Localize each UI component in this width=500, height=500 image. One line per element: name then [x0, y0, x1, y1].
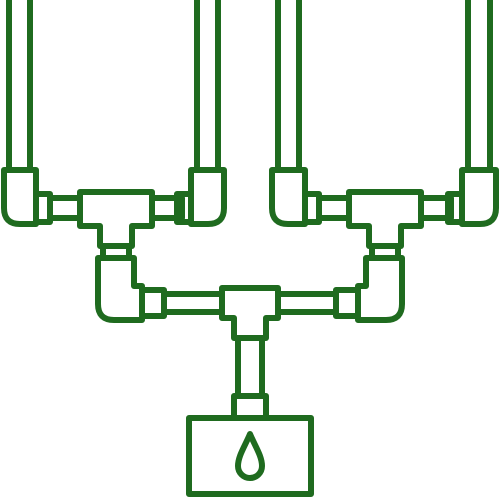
left-inner-elbow	[188, 167, 227, 227]
right-pipe-pair-inner	[275, 0, 302, 170]
right-pipe-pair-outer	[465, 0, 493, 170]
left-pipe-pair-outer	[6, 0, 33, 170]
center-tee	[219, 285, 281, 341]
left-horizontal-run	[33, 191, 194, 225]
water-tank	[186, 415, 314, 497]
main-riser	[231, 335, 269, 421]
right-outer-elbow	[459, 167, 499, 227]
right-lower-elbow	[355, 255, 405, 323]
left-outer-elbow	[1, 167, 39, 227]
right-horizontal-run	[302, 191, 465, 225]
left-tee	[77, 189, 155, 249]
left-lower-elbow	[95, 255, 145, 323]
right-tee	[346, 189, 424, 249]
lower-horizontal-run	[139, 287, 361, 319]
left-pipe-pair-inner	[194, 0, 221, 170]
water-drop-icon	[235, 431, 265, 481]
right-inner-elbow	[269, 167, 308, 227]
